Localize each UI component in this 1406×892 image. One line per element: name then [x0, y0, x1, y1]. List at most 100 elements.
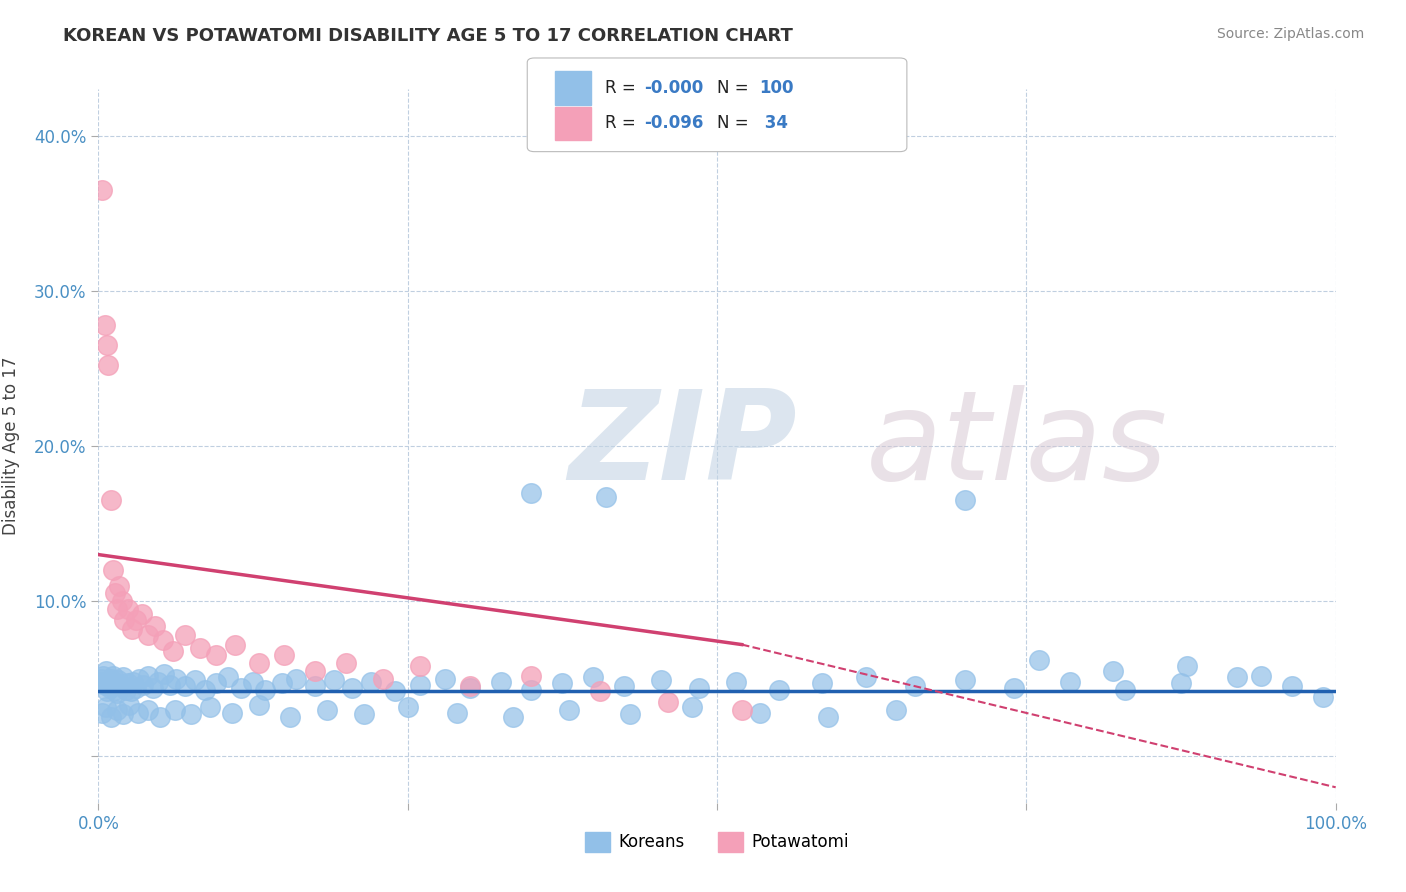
Text: Source: ZipAtlas.com: Source: ZipAtlas.com: [1216, 27, 1364, 41]
Point: [595, 490, 617, 504]
Point: [128, 672, 150, 686]
Point: [1250, 668, 1272, 682]
Point: [817, 710, 839, 724]
Point: [159, 678, 181, 692]
Point: [100, 493, 122, 508]
Point: [904, 680, 927, 694]
Point: [396, 699, 419, 714]
Point: [91, 706, 114, 720]
Point: [335, 656, 357, 670]
Point: [94, 664, 117, 678]
Text: N =: N =: [717, 114, 754, 132]
Point: [184, 673, 207, 688]
Point: [105, 703, 128, 717]
Point: [811, 676, 834, 690]
Point: [93, 678, 115, 692]
Point: [122, 674, 145, 689]
Point: [409, 678, 432, 692]
Text: atlas: atlas: [866, 385, 1167, 507]
Point: [768, 682, 790, 697]
Point: [146, 674, 169, 689]
Point: [458, 680, 481, 694]
Point: [136, 668, 159, 682]
Text: 34: 34: [759, 114, 789, 132]
Point: [97, 674, 120, 689]
Text: 100: 100: [759, 78, 794, 97]
Point: [360, 674, 382, 689]
Point: [104, 676, 127, 690]
Point: [1175, 659, 1198, 673]
Legend: Koreans, Potawatomi: Koreans, Potawatomi: [578, 825, 856, 859]
Point: [1312, 690, 1334, 705]
Point: [886, 703, 908, 717]
Point: [681, 699, 703, 714]
Point: [103, 682, 125, 697]
Point: [588, 684, 610, 698]
Point: [103, 586, 125, 600]
Point: [489, 674, 512, 689]
Point: [409, 659, 432, 673]
Point: [105, 686, 128, 700]
Point: [112, 613, 135, 627]
Point: [1226, 670, 1249, 684]
Point: [94, 699, 117, 714]
Point: [198, 699, 221, 714]
Point: [1028, 653, 1050, 667]
Point: [953, 493, 976, 508]
Text: -0.000: -0.000: [644, 78, 703, 97]
Point: [724, 674, 747, 689]
Point: [103, 668, 125, 682]
Point: [304, 664, 326, 678]
Point: [316, 703, 339, 717]
Point: [124, 613, 146, 627]
Point: [229, 681, 252, 695]
Point: [247, 656, 270, 670]
Point: [551, 676, 574, 690]
Point: [582, 670, 605, 684]
Point: [371, 672, 394, 686]
Point: [1170, 676, 1192, 690]
Point: [224, 638, 246, 652]
Point: [91, 183, 114, 197]
Point: [111, 594, 134, 608]
Point: [340, 681, 363, 695]
Point: [254, 682, 277, 697]
Point: [108, 579, 131, 593]
Point: [353, 707, 375, 722]
Point: [149, 710, 172, 724]
Point: [165, 672, 187, 686]
Point: [96, 684, 118, 698]
Point: [96, 338, 118, 352]
Point: [650, 673, 672, 688]
Point: [1002, 681, 1025, 695]
Point: [520, 682, 543, 697]
Point: [855, 670, 877, 684]
Point: [118, 698, 141, 712]
Point: [131, 607, 153, 621]
Point: [520, 485, 543, 500]
Point: [221, 706, 243, 720]
Point: [110, 680, 132, 694]
Point: [127, 706, 149, 720]
Point: [205, 676, 228, 690]
Point: [273, 648, 295, 663]
Point: [174, 628, 197, 642]
Point: [136, 703, 159, 717]
Point: [217, 670, 239, 684]
Point: [322, 673, 344, 688]
Point: [153, 667, 176, 681]
Text: -0.096: -0.096: [644, 114, 703, 132]
Point: [433, 672, 456, 686]
Point: [446, 706, 468, 720]
Point: [112, 670, 135, 684]
Point: [1114, 682, 1136, 697]
Point: [304, 680, 326, 694]
Point: [114, 682, 136, 697]
Point: [90, 672, 112, 686]
Point: [520, 668, 543, 682]
Point: [100, 672, 122, 686]
Point: [100, 710, 122, 724]
Point: [458, 681, 481, 695]
Point: [121, 622, 143, 636]
Point: [91, 674, 114, 689]
